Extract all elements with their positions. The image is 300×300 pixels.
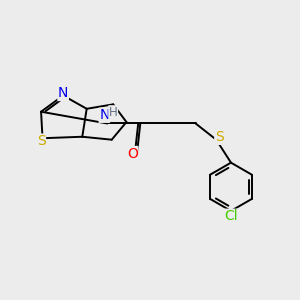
Text: O: O	[127, 146, 138, 161]
Text: Cl: Cl	[224, 209, 238, 223]
Text: S: S	[37, 134, 45, 148]
Text: N: N	[58, 86, 68, 100]
Text: S: S	[215, 130, 224, 144]
Text: N: N	[99, 108, 110, 122]
Text: H: H	[109, 106, 118, 119]
